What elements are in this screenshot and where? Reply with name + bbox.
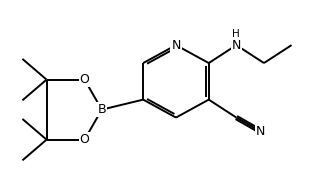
Text: N: N <box>232 39 241 52</box>
Text: B: B <box>97 103 106 116</box>
Text: N: N <box>171 39 181 52</box>
Text: N: N <box>256 125 265 138</box>
Text: O: O <box>80 133 89 146</box>
Text: O: O <box>80 73 89 86</box>
Text: H: H <box>232 29 240 39</box>
